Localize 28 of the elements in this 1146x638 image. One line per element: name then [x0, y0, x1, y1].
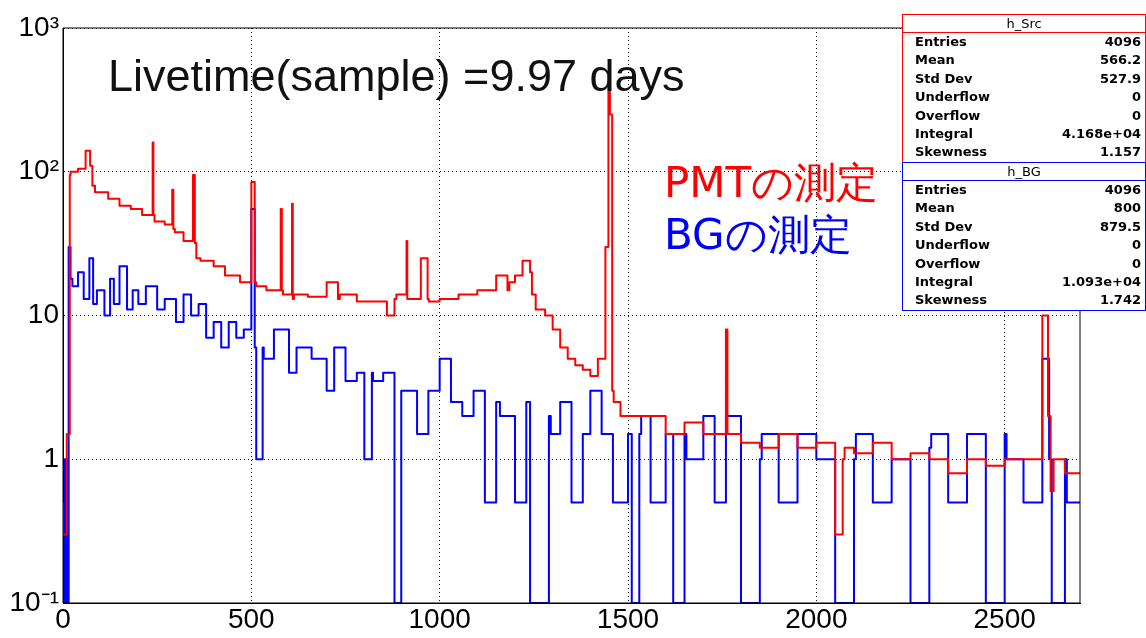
y-tick-label: 10³ [18, 10, 59, 42]
text: Skewness 1.742 [915, 292, 1141, 308]
text: Mean 800 [915, 200, 1141, 216]
series-label: PMTの測定 [664, 157, 879, 209]
annotation: h_BG [903, 163, 1145, 181]
text: Integral 4.168e+04 [915, 125, 1141, 141]
x-tick-label: 2500 [973, 602, 1036, 634]
text: Overflow 0 [915, 107, 1141, 123]
text: Overflow 0 [915, 255, 1141, 271]
annotation: Livetime(sample) =9.97 days [108, 50, 685, 102]
x-tick-label: 500 [227, 602, 275, 634]
text: Integral 1.093e+04 [915, 273, 1141, 289]
text: BGの測定 [664, 209, 852, 261]
text: Underflow 0 [915, 89, 1141, 105]
y-tick-label: 1 [43, 441, 59, 473]
x-tick-label: 2000 [785, 602, 848, 634]
annotation: h_Src [903, 15, 1145, 33]
text: Entries 4096 [915, 34, 1141, 49]
y-tick-label: 10 [27, 298, 59, 330]
y-tick-label: 10² [18, 154, 59, 186]
x-tick-label: 1000 [408, 602, 471, 634]
text: Underflow 0 [915, 237, 1141, 253]
text: Std Dev 527.9 [915, 70, 1141, 86]
x-tick-label: 1500 [596, 602, 660, 634]
text: Entries 4096 [915, 182, 1141, 197]
text: Std Dev 879.5 [915, 218, 1141, 234]
text: Skewness 1.157 [915, 144, 1141, 160]
text: Mean 566.2 [915, 52, 1141, 68]
